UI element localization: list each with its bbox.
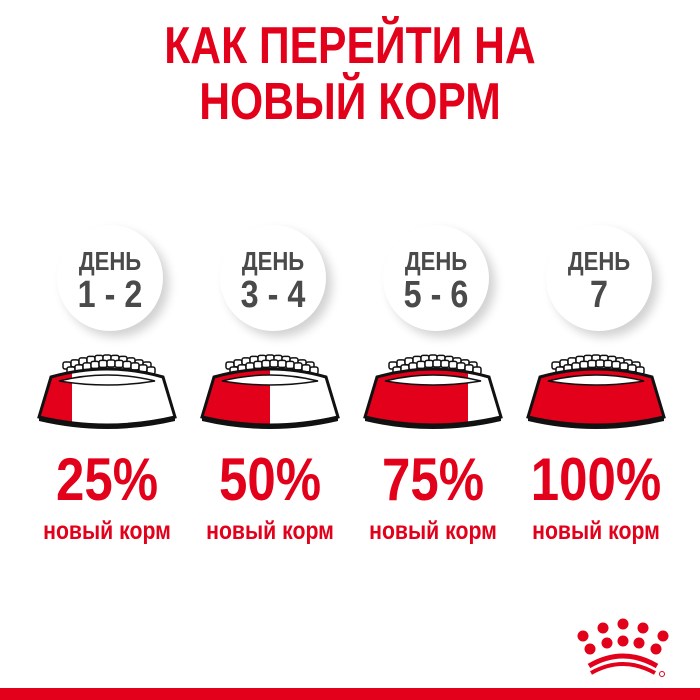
food-bowl-icon (37, 354, 177, 429)
day-label: ДЕНЬ (78, 246, 142, 276)
percent-caption: новый корм (532, 517, 660, 545)
day-badge: ДЕНЬ 5 - 6 (383, 225, 489, 331)
percent-value: 25% (55, 446, 159, 513)
step-1: ДЕНЬ 1 - 2 25% новый корм (22, 225, 192, 555)
day-range: 7 (590, 274, 608, 316)
day-badge: ДЕНЬ 3 - 4 (220, 225, 326, 331)
day-label: ДЕНЬ (567, 246, 631, 276)
food-bowl-icon (526, 354, 666, 429)
percent-value: 100% (530, 446, 662, 513)
step-4: ДЕНЬ 7 100% новый корм (511, 225, 681, 555)
step-3: ДЕНЬ 5 - 6 75% новый корм (348, 225, 518, 555)
day-range: 5 - 6 (403, 274, 469, 316)
percent-caption: новый корм (43, 517, 171, 545)
percent-caption: новый корм (206, 517, 334, 545)
title-line-1: КАК ПЕРЕЙТИ НА (164, 17, 536, 75)
food-bowl-icon (200, 354, 340, 429)
crown-logo-icon (577, 618, 669, 677)
day-label: ДЕНЬ (404, 246, 468, 276)
percent-value: 75% (381, 446, 485, 513)
day-badge: ДЕНЬ 7 (546, 225, 652, 331)
bottom-red-bar (0, 688, 700, 700)
percent-caption: новый корм (369, 517, 497, 545)
food-bowl-icon (363, 354, 503, 429)
day-label: ДЕНЬ (241, 246, 305, 276)
day-range: 1 - 2 (77, 274, 143, 316)
day-range: 3 - 4 (240, 274, 306, 316)
day-badge: ДЕНЬ 1 - 2 (57, 225, 163, 331)
step-2: ДЕНЬ 3 - 4 50% новый корм (185, 225, 355, 555)
title-line-2: НОВЫЙ КОРМ (199, 73, 501, 131)
percent-value: 50% (218, 446, 322, 513)
